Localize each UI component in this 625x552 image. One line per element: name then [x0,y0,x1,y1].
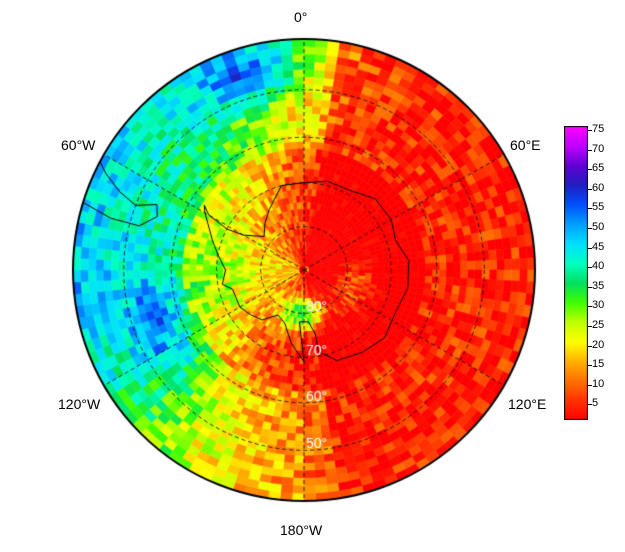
colorbar-tick-mark [588,384,592,386]
colorbar-tick-label: 70 [592,142,605,155]
colorbar-tick-mark [588,227,592,229]
colorbar-tick-mark [588,169,592,171]
colorbar-tick-label: 45 [592,240,605,253]
colorbar-tick-mark [588,404,592,406]
colorbar-tick-label: 5 [592,397,599,410]
colorbar-tick-label: 20 [592,338,605,351]
colorbar-tick-label: 10 [592,377,605,390]
lon-label-120e: 120°E [508,396,547,412]
colorbar-tick-label: 50 [592,220,605,233]
colorbar-tick-label: 25 [592,318,605,331]
colorbar-tick-mark [588,129,592,131]
colorbar-tick-mark [588,267,592,269]
colorbar-tick-mark [588,247,592,249]
colorbar-tick-label: 40 [592,260,605,273]
colorbar-tick-mark [588,149,592,151]
lon-label-0: 0° [294,9,308,25]
colorbar-tick-label: 35 [592,279,605,292]
colorbar-tick-label: 55 [592,201,605,214]
colorbar [564,126,588,420]
lon-label-180w: 180°W [280,522,323,538]
colorbar-tick-mark [588,345,592,347]
colorbar-tick-label: 60 [592,181,605,194]
colorbar-tick-mark [588,325,592,327]
colorbar-tick-label: 65 [592,162,605,175]
colorbar-tick-label: 30 [592,299,605,312]
colorbar-tick-mark [588,365,592,367]
colorbar-tick-mark [588,208,592,210]
colorbar-tick-mark [588,286,592,288]
lon-label-120w: 120°W [58,396,101,412]
colorbar-tick-mark [588,306,592,308]
colorbar-tick-label: 75 [592,122,605,135]
lon-label-60e: 60°E [510,137,541,153]
colorbar-tick-mark [588,188,592,190]
colorbar-tick-label: 15 [592,358,605,371]
lon-label-60w: 60°W [61,137,96,153]
